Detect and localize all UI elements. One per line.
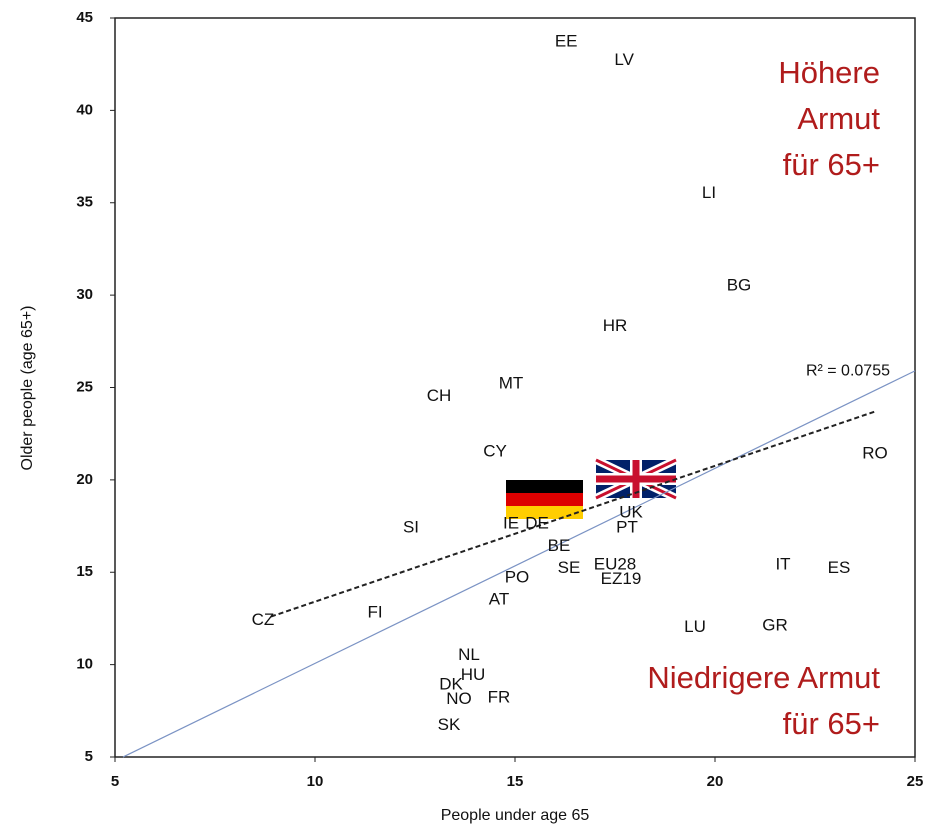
x-tick-label: 15 — [507, 773, 524, 790]
y-tick-label: 15 — [76, 563, 93, 580]
point-label: DE — [525, 514, 549, 533]
point-label: UK — [619, 503, 643, 522]
y-tick-label: 25 — [76, 378, 93, 395]
point-label: SE — [558, 558, 581, 577]
annotation: Niedrigere Armut — [647, 660, 880, 695]
x-tick-label: 20 — [707, 773, 724, 790]
point-label: IE — [503, 514, 519, 533]
point-label: GR — [762, 615, 788, 634]
x-tick-label: 10 — [307, 773, 324, 790]
annotation: für 65+ — [783, 147, 880, 182]
point-label: NL — [458, 645, 480, 664]
point-label: HU — [461, 665, 486, 684]
point-label: PT — [616, 517, 638, 536]
x-tick-label: 5 — [111, 773, 119, 790]
point-label: BG — [727, 275, 752, 294]
y-tick-label: 40 — [76, 101, 93, 118]
point-label: LU — [684, 617, 706, 636]
point-label: SI — [403, 517, 419, 536]
y-tick-label: 35 — [76, 194, 93, 211]
point-label: IT — [775, 554, 790, 573]
point-label: CZ — [252, 610, 275, 629]
point-label: ES — [828, 558, 851, 577]
point-label: CY — [483, 442, 507, 461]
r-squared-label: R² = 0.0755 — [806, 363, 890, 380]
reference-line — [122, 370, 916, 758]
point-label: HR — [603, 316, 628, 335]
y-tick-label: 30 — [76, 286, 93, 303]
y-axis-label: Older people (age 65+) — [19, 306, 36, 471]
annotation: Höhere — [778, 55, 880, 90]
annotation: für 65+ — [783, 706, 880, 741]
point-label: AT — [489, 589, 509, 608]
y-tick-label: 5 — [85, 748, 93, 765]
point-label: BE — [548, 536, 571, 555]
y-tick-label: 45 — [76, 9, 93, 26]
x-axis-label: People under age 65 — [441, 807, 590, 824]
annotation: Armut — [797, 101, 880, 136]
point-label: RO — [862, 443, 888, 462]
point-label: EE — [555, 32, 578, 51]
point-label: LI — [702, 183, 716, 202]
point-label: EZ19 — [601, 569, 642, 588]
point-label: SK — [438, 715, 461, 734]
point-label: NO — [446, 689, 472, 708]
trendline — [270, 410, 876, 618]
uk-flag — [594, 456, 678, 502]
point-label: LV — [614, 50, 634, 69]
point-label: CH — [427, 386, 452, 405]
point-label: PO — [505, 567, 530, 586]
german-flag — [506, 480, 583, 519]
point-label: DK — [439, 674, 463, 693]
point-label: FI — [367, 602, 382, 621]
y-tick-label: 10 — [76, 656, 93, 673]
point-label: MT — [499, 373, 524, 392]
y-tick-label: 20 — [76, 471, 93, 488]
point-label: FR — [488, 687, 511, 706]
point-label: EU28 — [594, 554, 637, 573]
x-tick-label: 25 — [907, 773, 924, 790]
